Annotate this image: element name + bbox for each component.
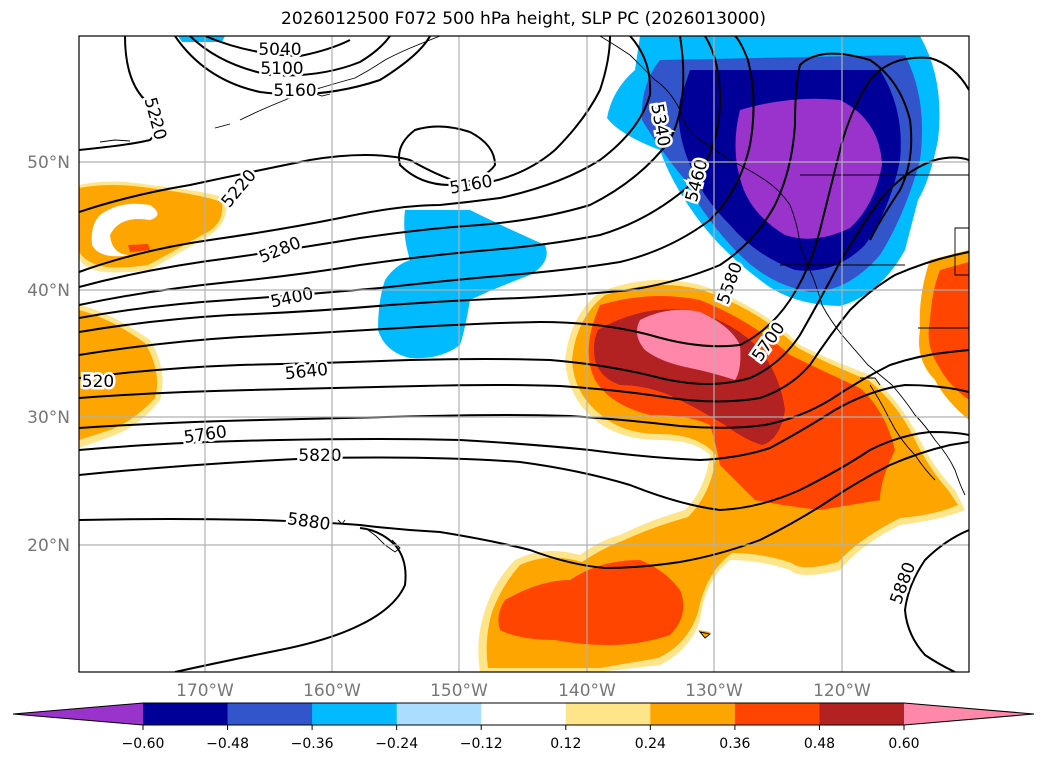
longitude-labels: 170°W 160°W 150°W 140°W 130°W 120°W <box>176 681 871 701</box>
latitude-labels: 50°N 40°N 30°N 20°N <box>27 153 70 556</box>
lon-label: 130°W <box>685 681 743 701</box>
lon-label: 170°W <box>176 681 234 701</box>
lon-label: 140°W <box>558 681 616 701</box>
colorbar-tick-label: −0.36 <box>291 736 334 752</box>
lon-label: 150°W <box>430 681 488 701</box>
colorbar-tick-label: −0.48 <box>206 736 249 752</box>
contour-label: 5820 <box>298 446 341 466</box>
colorbar-tick-label: 0.48 <box>804 736 835 752</box>
colorbar-segment <box>650 703 736 725</box>
colorbar-segment <box>312 703 398 725</box>
colorbar-extend-high <box>904 703 1034 725</box>
colorbar: −0.60 −0.48 −0.36 −0.24 −0.12 0.12 0.24 0.36 0.4… <box>12 702 1035 752</box>
colorbar-tick-label: −0.12 <box>460 736 503 752</box>
contour-label: 5100 <box>260 59 303 79</box>
contour-label: 5160 <box>448 171 494 198</box>
colorbar-extend-low <box>13 703 143 725</box>
lat-label: 30°N <box>27 408 70 428</box>
lat-label: 50°N <box>27 153 70 173</box>
contour-label: 5640 <box>284 360 329 384</box>
lat-label: 40°N <box>27 281 70 301</box>
lon-label: 160°W <box>303 681 361 701</box>
contour-label: 5160 <box>273 81 316 101</box>
gridlines <box>79 36 969 672</box>
positive-anomaly-shading <box>79 181 969 672</box>
colorbar-segment <box>143 703 229 725</box>
colorbar-tick-label: −0.24 <box>375 736 418 752</box>
colorbar-tick-label: 0.60 <box>888 736 919 752</box>
colorbar-segment <box>227 703 313 725</box>
colorbar-segment <box>396 703 482 725</box>
contour-label: 520 <box>82 372 114 392</box>
lon-label: 120°W <box>813 681 871 701</box>
height-contours <box>79 36 969 672</box>
map-title: 2026012500 F072 500 hPa height, SLP PC (… <box>281 9 766 29</box>
colorbar-tick-label: 0.36 <box>719 736 750 752</box>
contour-label: 5040 <box>258 40 301 60</box>
colorbar-tick-label: 0.24 <box>635 736 666 752</box>
colorbar-segment <box>819 703 905 725</box>
colorbar-segment <box>481 703 567 725</box>
colorbar-segment <box>565 703 651 725</box>
plot-frame <box>78 35 970 673</box>
colorbar-segment <box>734 703 820 725</box>
lat-label: 20°N <box>27 536 70 556</box>
colorbar-tick-label: −0.60 <box>122 736 165 752</box>
colorbar-tick-label: 0.12 <box>550 736 581 752</box>
map-plot-area: 5040 5100 5160 5220 5220 5160 5340 5460 … <box>79 36 969 672</box>
